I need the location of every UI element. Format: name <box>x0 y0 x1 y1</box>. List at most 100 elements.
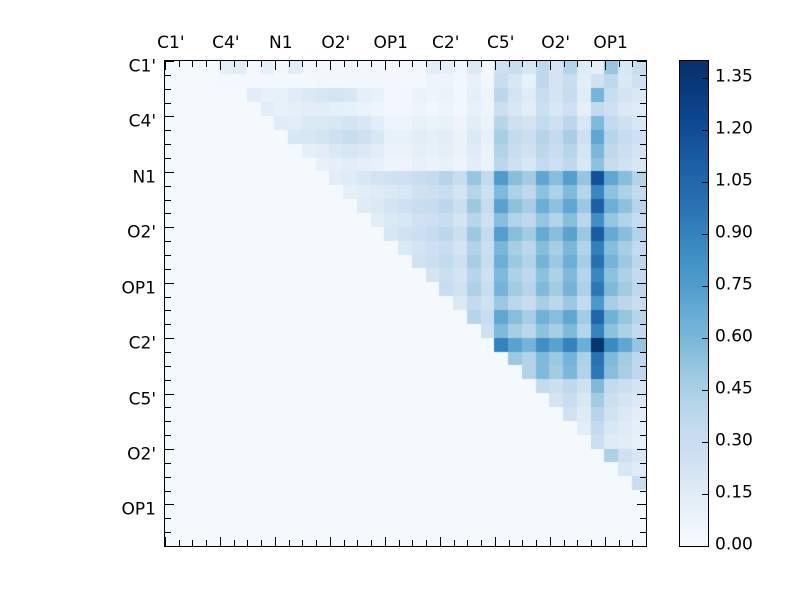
axis-tick-minor <box>165 130 171 132</box>
axis-tick-minor <box>508 540 510 546</box>
axis-tick-minor <box>640 241 646 243</box>
axis-tick-major <box>384 537 386 546</box>
axis-tick-major <box>165 282 174 284</box>
colorbar-tick-label: 0.45 <box>715 378 753 399</box>
axis-tick-minor <box>165 213 171 215</box>
colorbar-tick <box>702 286 708 288</box>
axis-tick-minor <box>398 540 400 546</box>
x-tick-label: C1' <box>157 33 185 53</box>
colorbar-tick <box>702 338 708 340</box>
x-tick-label: OP1 <box>593 33 628 53</box>
axis-tick-major <box>165 449 174 450</box>
axis-tick-major <box>637 171 646 173</box>
axis-tick-minor <box>640 268 646 270</box>
axis-tick-minor <box>288 61 290 67</box>
axis-tick-minor <box>453 540 455 546</box>
axis-tick-major <box>549 537 551 546</box>
axis-tick-minor <box>577 540 579 546</box>
axis-tick-major <box>637 504 646 506</box>
axis-tick-minor <box>640 213 646 215</box>
axis-tick-minor <box>165 490 171 492</box>
x-tick-label: C5' <box>487 33 515 53</box>
axis-tick-minor <box>640 518 646 520</box>
axis-tick-minor <box>640 462 646 464</box>
colorbar-tick <box>702 78 708 80</box>
y-tick-label: C1' <box>128 56 156 77</box>
axis-tick-minor <box>640 74 646 76</box>
colorbar-tick <box>702 390 708 392</box>
axis-tick-major <box>165 393 174 395</box>
axis-tick-minor <box>247 61 249 67</box>
axis-tick-major <box>637 393 646 395</box>
axis-tick-minor <box>640 365 646 367</box>
axis-tick-minor <box>165 352 171 353</box>
axis-tick-minor <box>165 462 171 464</box>
axis-tick-minor <box>206 61 208 67</box>
colorbar[interactable] <box>679 60 709 547</box>
axis-tick-minor <box>640 546 646 547</box>
axis-tick-minor <box>640 324 646 326</box>
axis-tick-minor <box>165 88 171 90</box>
axis-tick-minor <box>165 74 171 76</box>
axis-tick-minor <box>316 540 318 546</box>
axis-tick-minor <box>640 532 646 534</box>
axis-tick-minor <box>640 352 646 353</box>
axis-tick-minor <box>632 61 634 67</box>
axis-tick-major <box>165 116 174 118</box>
axis-tick-minor <box>233 540 235 546</box>
colorbar-tick-label: 0.60 <box>715 326 753 347</box>
axis-tick-minor <box>398 61 400 67</box>
colorbar-tick-label: 0.75 <box>715 274 753 295</box>
heatmap-axes[interactable] <box>164 60 647 547</box>
axis-tick-minor <box>357 540 359 546</box>
axis-tick-major <box>494 61 496 70</box>
axis-tick-minor <box>640 130 646 132</box>
axis-tick-minor <box>412 61 414 67</box>
axis-tick-major <box>219 61 221 70</box>
axis-tick-minor <box>247 540 249 546</box>
axis-tick-minor <box>632 540 634 546</box>
axis-tick-minor <box>302 61 304 67</box>
axis-tick-minor <box>165 476 171 478</box>
axis-tick-minor <box>640 435 646 437</box>
axis-tick-minor <box>640 102 646 104</box>
axis-tick-major <box>637 338 646 340</box>
axis-tick-major <box>165 171 174 173</box>
axis-tick-minor <box>618 61 620 67</box>
x-tick-label: C2' <box>432 33 460 53</box>
y-tick-label: C2' <box>128 333 156 354</box>
axis-tick-minor <box>640 490 646 492</box>
heatmap-cells[interactable] <box>165 61 646 546</box>
x-tick-label: O2' <box>321 33 351 53</box>
axis-tick-minor <box>640 407 646 409</box>
axis-tick-minor <box>591 540 593 546</box>
axis-tick-minor <box>165 532 171 534</box>
axis-tick-minor <box>591 61 593 67</box>
axis-tick-minor <box>302 540 304 546</box>
axis-tick-major <box>165 537 166 546</box>
axis-tick-minor <box>165 102 171 104</box>
y-tick-label: OP1 <box>121 499 156 520</box>
colorbar-tick <box>702 234 708 236</box>
axis-tick-major <box>637 282 646 284</box>
axis-tick-major <box>165 504 174 506</box>
colorbar-tick-label: 0.30 <box>715 430 753 451</box>
axis-tick-minor <box>522 540 524 546</box>
axis-tick-minor <box>536 540 538 546</box>
axis-tick-minor <box>481 540 483 546</box>
axis-tick-minor <box>233 61 235 67</box>
axis-tick-minor <box>165 407 171 409</box>
axis-tick-minor <box>261 61 263 67</box>
axis-tick-minor <box>178 61 180 67</box>
axis-tick-major <box>604 537 606 546</box>
axis-tick-minor <box>640 255 646 256</box>
colorbar-tick-label: 0.00 <box>715 534 753 555</box>
axis-tick-major <box>165 338 174 340</box>
colorbar-gradient <box>680 61 708 546</box>
axis-tick-minor <box>426 61 428 67</box>
axis-tick-major <box>274 61 276 70</box>
axis-tick-major <box>329 61 331 70</box>
axis-tick-minor <box>481 61 483 67</box>
axis-tick-minor <box>165 158 171 159</box>
axis-tick-minor <box>165 435 171 437</box>
